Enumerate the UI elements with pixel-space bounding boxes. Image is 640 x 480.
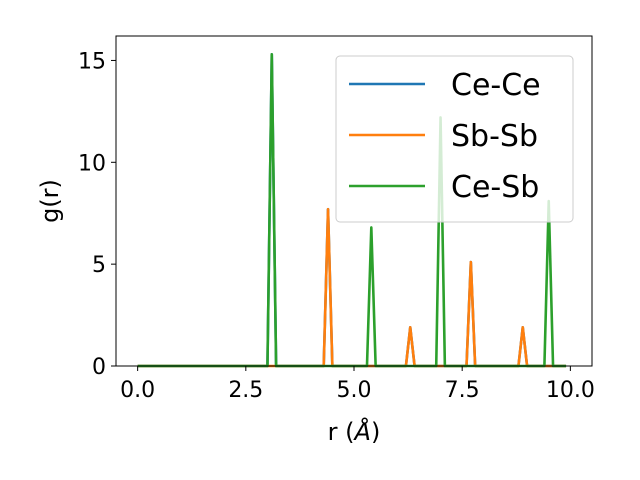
x-axis-ticks: 0.0 2.5 5.0 7.5 10.0 <box>120 366 595 403</box>
x-tick-label: 10.0 <box>546 378 595 403</box>
legend-box <box>335 55 574 223</box>
legend-label-ce-sb: Ce-Sb <box>451 170 539 205</box>
legend-label-ce-ce: Ce-Ce <box>451 68 541 103</box>
x-tick-label: 7.5 <box>445 378 480 403</box>
y-axis-ticks: 0 5 10 15 <box>78 49 116 380</box>
y-tick-label: 5 <box>92 253 106 278</box>
y-tick-label: 0 <box>92 355 106 380</box>
legend: Ce-Ce Sb-Sb Ce-Sb <box>335 55 574 223</box>
y-tick-label: 10 <box>78 151 106 176</box>
y-tick-label: 15 <box>78 49 106 74</box>
y-axis-label: g(r) <box>36 179 64 223</box>
x-axis-label: r (Å) <box>328 417 381 446</box>
legend-label-sb-sb: Sb-Sb <box>451 119 538 154</box>
x-tick-label: 5.0 <box>337 378 372 403</box>
x-tick-label: 2.5 <box>228 378 263 403</box>
x-tick-label: 0.0 <box>120 378 155 403</box>
